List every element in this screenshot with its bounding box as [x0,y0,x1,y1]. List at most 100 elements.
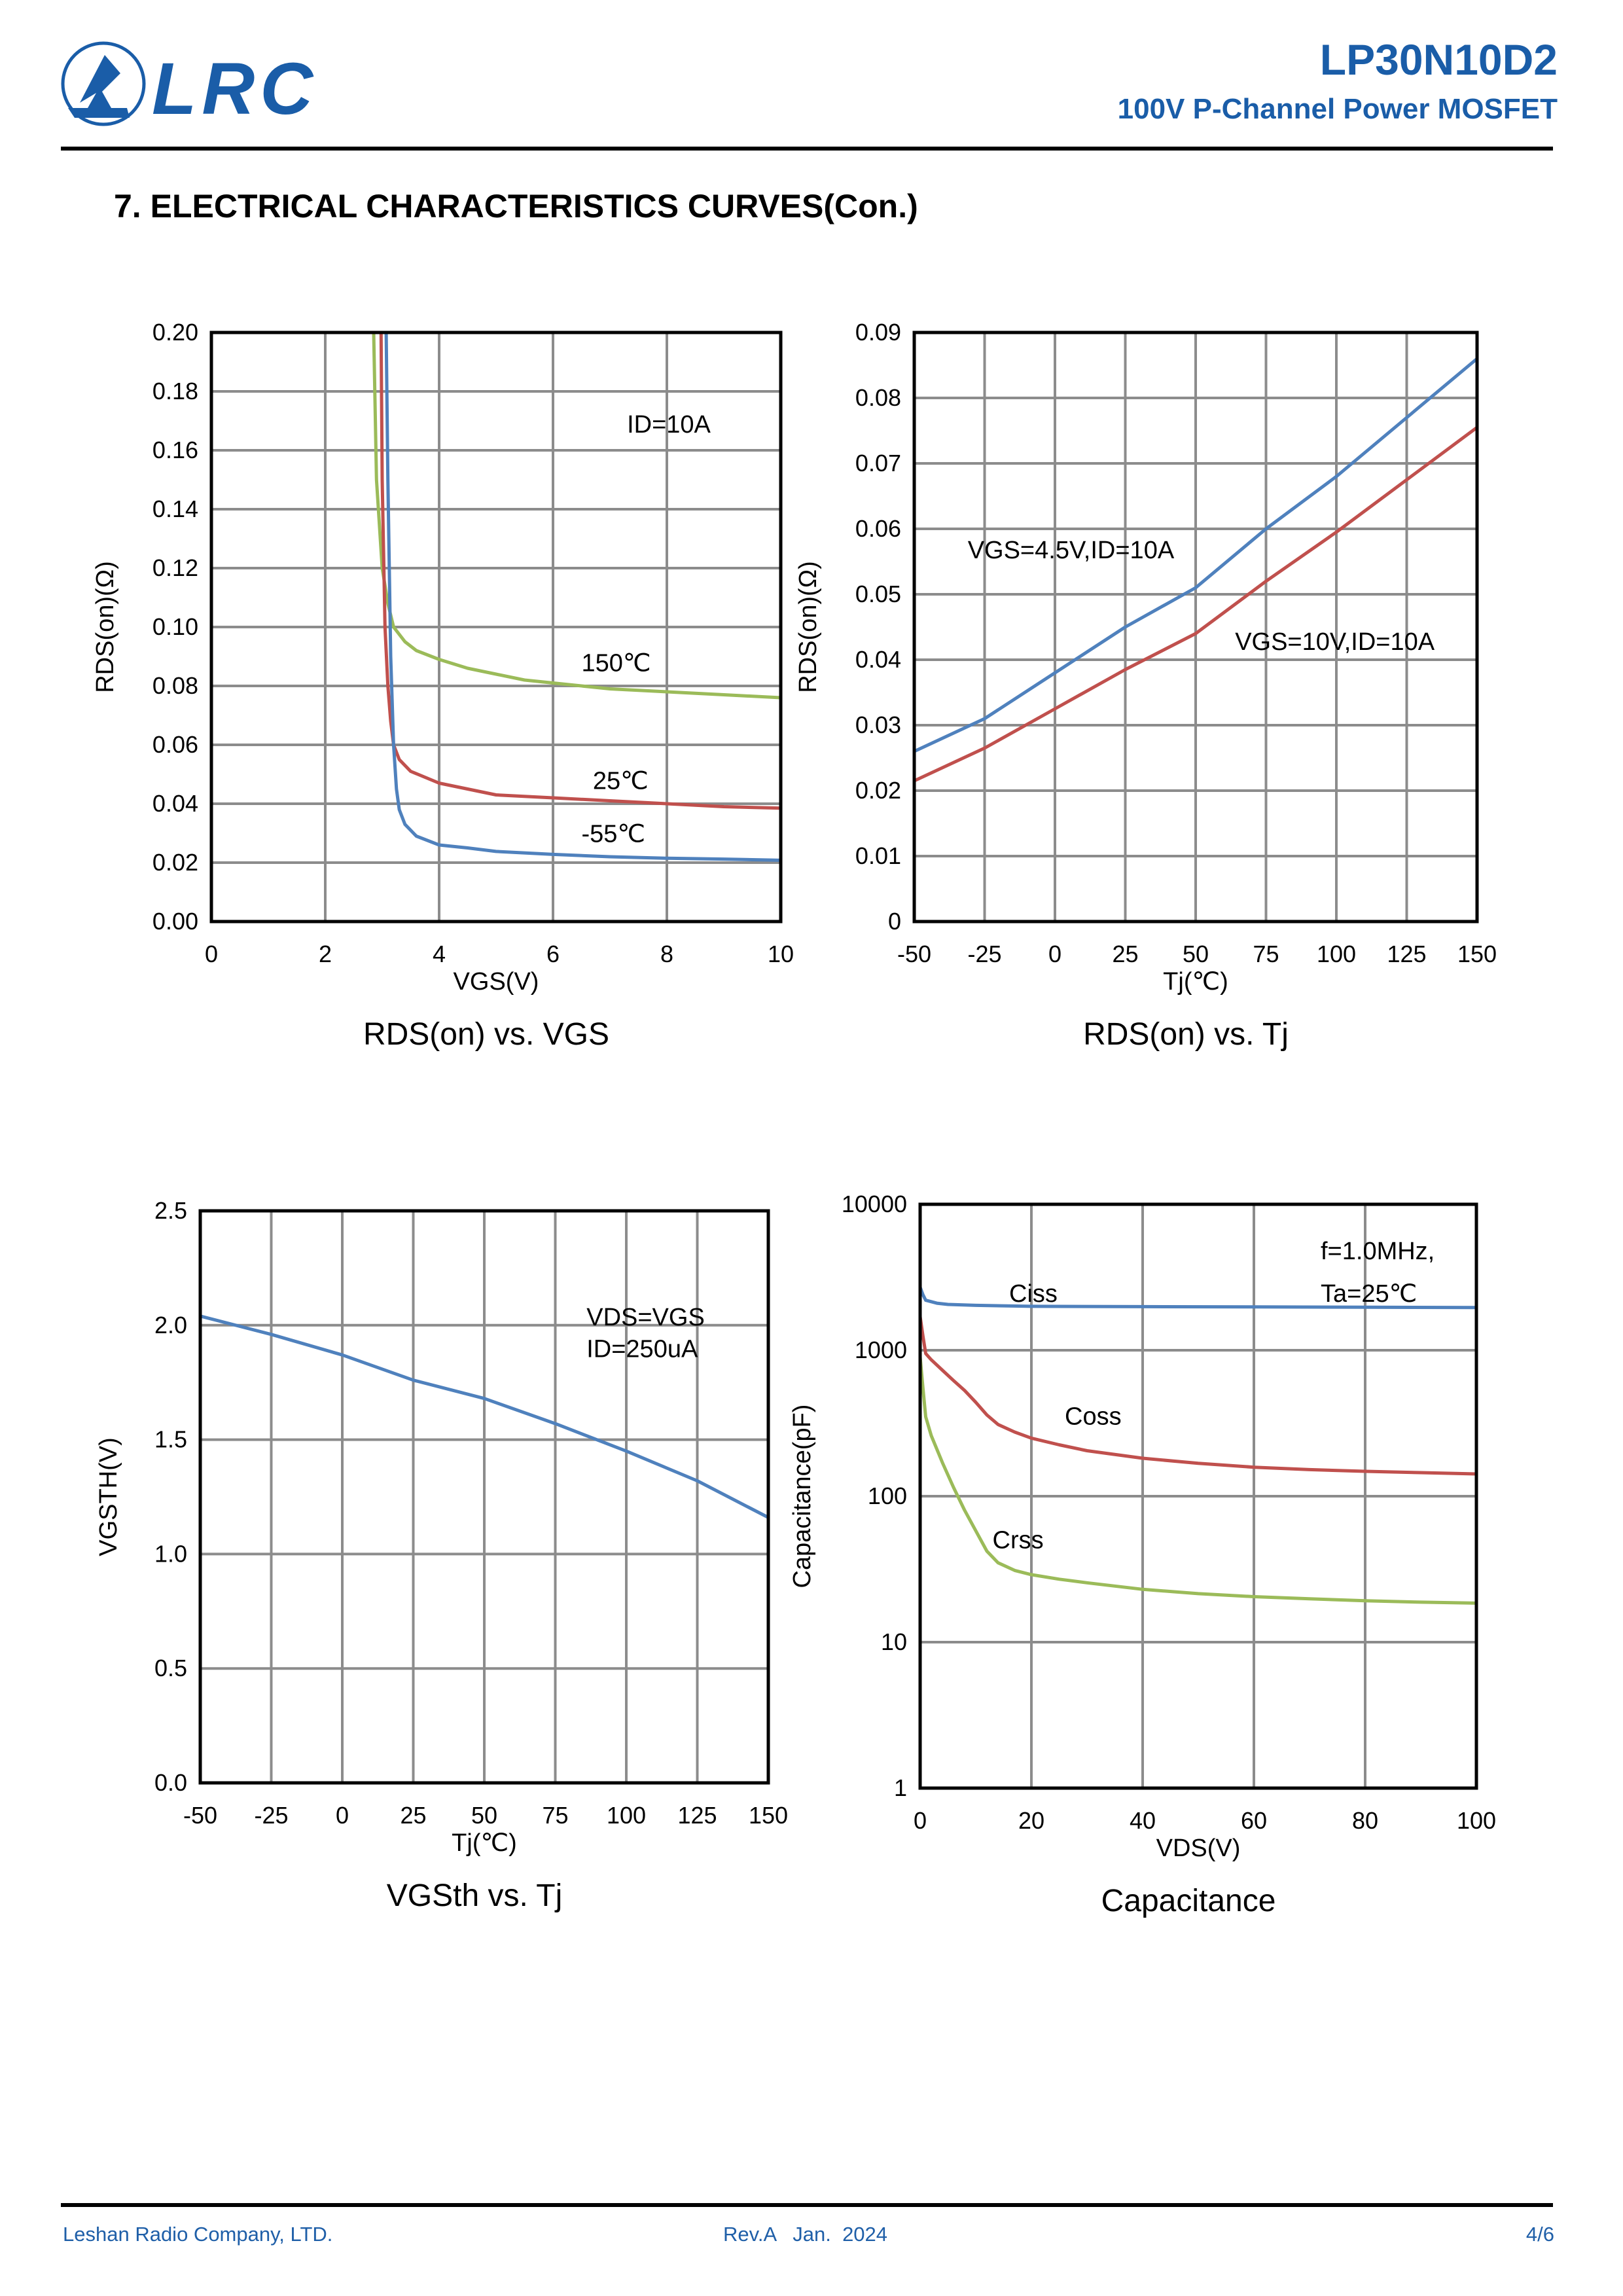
y-tick-label: 1.0 [154,1540,187,1567]
y-tick-label: 0.07 [855,450,901,476]
y-tick-label: 10 [881,1628,907,1655]
series-line-150 [372,331,783,700]
x-tick-label: 100 [1317,941,1356,967]
x-tick-label: 60 [1241,1807,1267,1834]
x-tick-label: 0 [336,1802,349,1829]
y-axis-label: Capacitance(pF) [789,1405,816,1588]
y-tick-label: 2.0 [154,1312,187,1338]
series-line-crss [918,1355,1478,1605]
part-description: 100V P-Channel Power MOSFET [1117,93,1558,125]
y-tick-label: 1 [894,1774,907,1801]
annotation-55: -55℃ [582,821,646,848]
header-divider [61,147,1553,151]
y-tick-label: 2.5 [154,1197,187,1224]
x-tick-label: 4 [433,941,446,967]
x-axis-label: VDS(V) [1156,1835,1241,1862]
x-tick-label: 0 [1048,941,1061,967]
y-tick-label: 0.10 [152,613,198,640]
x-tick-label: 125 [1387,941,1426,967]
series-line-25 [379,331,783,810]
y-tick-label: 0.12 [152,554,198,581]
x-tick-label: 75 [1253,941,1279,967]
chart-title: RDS(on) vs. Tj [1083,1017,1289,1052]
chart-title: VGSth vs. Tj [387,1878,563,1913]
x-tick-label: 75 [542,1802,568,1829]
y-tick-label: 0.02 [855,777,901,804]
y-tick-label: 0.00 [152,908,198,935]
y-tick-label: 0.08 [855,384,901,411]
x-tick-label: 10 [768,941,794,967]
annotation-vds-vgs: VDS=VGS [586,1304,705,1331]
annotation-coss: Coss [1065,1403,1122,1430]
series-line-coss [918,1315,1478,1476]
y-tick-label: 1000 [855,1336,907,1363]
plot-frame [918,1202,1478,1790]
x-tick-label: 6 [546,941,560,967]
x-tick-label: 0 [914,1807,927,1834]
logo-text: LRC [152,48,315,127]
x-tick-label: 100 [1457,1807,1496,1834]
y-tick-label: 0.03 [855,711,901,738]
x-tick-label: 50 [1183,941,1209,967]
plot-frame [198,1209,770,1785]
footer-divider [61,2203,1553,2207]
y-tick-label: 0 [888,908,901,935]
y-tick-label: 0.16 [152,437,198,463]
series-line-vgs-10v-id-10a [912,425,1479,783]
y-tick-label: 0.02 [152,849,198,876]
logo-circle-icon [61,41,146,126]
annotation-25: 25℃ [593,768,649,795]
x-tick-label: -50 [897,941,931,967]
logo-sail-icon [68,55,130,118]
x-tick-label: 8 [660,941,673,967]
y-tick-label: 0.0 [154,1769,187,1796]
x-tick-label: -25 [967,941,1001,967]
section-heading: 7. ELECTRICAL CHARACTERISTICS CURVES(Con… [114,188,918,224]
chart-capacitance: 1 10 100 1000 10000 0 20 40 60 80 100 VDS(V) Capacit… [789,1191,1496,1918]
annotation-ciss: Ciss [1009,1280,1058,1308]
x-tick-label: 25 [400,1802,426,1829]
annotation-150: 150℃ [582,650,651,677]
chart-title: RDS(on) vs. VGS [363,1017,609,1052]
y-tick-label: 0.18 [152,378,198,404]
footer-company: Leshan Radio Company, LTD. [63,2223,333,2246]
y-tick-label: 0.5 [154,1655,187,1681]
y-tick-label: 0.20 [152,319,198,346]
y-tick-label: 0.09 [855,319,901,346]
y-tick-label: 0.06 [152,731,198,758]
x-axis-label: VGS(V) [454,968,539,996]
series-line-vgsth [198,1314,770,1519]
chart-rds-vs-tj: 0 0.01 0.02 0.03 0.04 0.05 0.06 0.07 0.08 0.09 -50… [794,319,1497,1052]
x-tick-label: 0 [205,941,218,967]
annotation-vgs-4-5v-id-10a: VGS=4.5V,ID=10A [968,537,1175,564]
plot-frame [209,331,783,924]
footer-revision: Rev.A Jan. 2024 [723,2223,888,2246]
x-tick-label: 125 [677,1802,717,1829]
chart-rds-vs-vgs: 0.00 0.02 0.04 0.06 0.08 0.10 0.12 0.14 0.16 0.18… [92,319,794,1052]
x-tick-label: 25 [1112,941,1138,967]
x-tick-label: 100 [607,1802,646,1829]
x-tick-label: 150 [1457,941,1497,967]
lrc-logo: LRC [61,41,315,127]
annotation-id-250ua: ID=250uA [586,1336,698,1363]
y-tick-label: 0.05 [855,581,901,607]
y-tick-label: 0.08 [152,672,198,699]
x-tick-label: 50 [471,1802,497,1829]
series-line-ciss [918,1285,1478,1310]
x-axis-label: Tj(℃) [1163,968,1228,996]
y-axis-label: VGSTH(V) [95,1437,122,1556]
annotation-ta-25: Ta=25℃ [1321,1280,1417,1308]
plot-frame [912,331,1479,924]
x-tick-label: -50 [183,1802,217,1829]
annotation-crss: Crss [993,1527,1044,1554]
y-tick-label: 10000 [842,1191,907,1217]
annotation-vgs-10v-id-10a: VGS=10V,ID=10A [1235,628,1435,656]
y-tick-label: 0.01 [855,842,901,869]
chart-title: Capacitance [1101,1884,1276,1918]
x-tick-label: 20 [1018,1807,1044,1834]
x-axis-label: Tj(℃) [452,1829,517,1857]
series-line-55 [384,331,783,862]
footer-page-number: 4/6 [1525,2223,1554,2246]
y-tick-label: 0.04 [152,790,198,817]
